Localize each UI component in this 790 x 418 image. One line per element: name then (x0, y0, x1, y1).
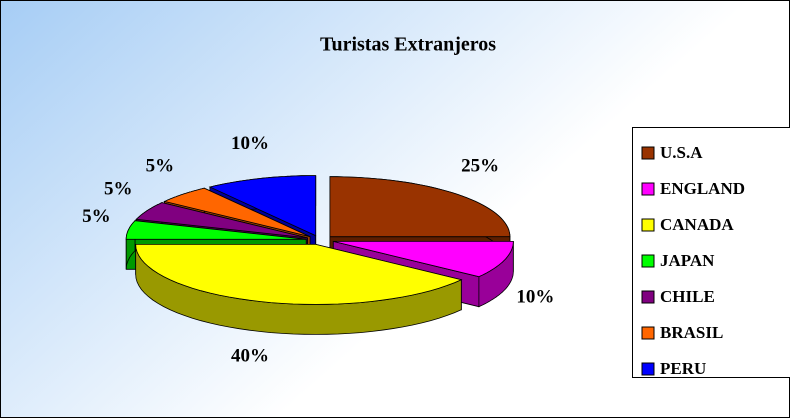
legend-label: PERU (660, 359, 706, 378)
legend-label: ENGLAND (660, 179, 745, 198)
legend-swatch (641, 362, 655, 376)
slice (125, 220, 307, 240)
legend-swatch (641, 326, 655, 340)
data-label: 25% (461, 156, 499, 177)
legend-label: JAPAN (660, 251, 715, 270)
slice (208, 175, 317, 237)
slice (135, 244, 463, 305)
slice (163, 187, 311, 238)
chart-title: Turistas Extranjeros (320, 34, 496, 56)
data-label: 5% (146, 156, 175, 177)
legend-swatch (641, 254, 655, 268)
legend-swatch (641, 218, 655, 232)
legend-label: CHILE (660, 287, 715, 306)
slice (333, 241, 514, 278)
legend-swatch (641, 290, 655, 304)
data-label: 5% (82, 206, 111, 227)
legend-swatch (641, 182, 655, 196)
data-label: 10% (516, 287, 554, 308)
legend-label: U.S.A (660, 143, 703, 162)
legend-label: BRASIL (660, 323, 723, 342)
data-label: 40% (231, 346, 269, 367)
slice-shade (478, 241, 514, 307)
legend (632, 127, 790, 378)
slice (329, 176, 511, 238)
legend-label: CANADA (660, 215, 734, 234)
slice-shade (135, 244, 462, 335)
data-label: 5% (104, 179, 133, 200)
data-label: 10% (231, 133, 269, 154)
slice (135, 202, 308, 239)
legend-swatch (641, 146, 655, 160)
